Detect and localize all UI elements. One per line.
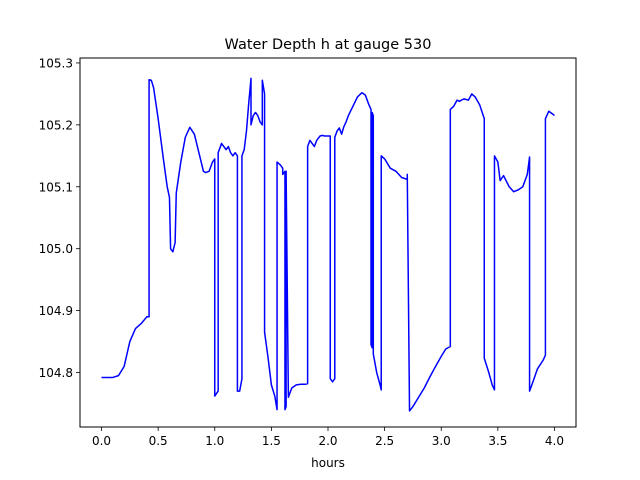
y-tick-label: 105.1	[39, 180, 73, 194]
x-tick-label: 1.5	[262, 434, 281, 448]
x-tick-label: 2.0	[318, 434, 337, 448]
y-axis-ticks: 104.8 104.9 105.0 105.1 105.2 105.3	[39, 56, 80, 380]
y-tick-label: 105.2	[39, 118, 73, 132]
x-axis-ticks: 0.0 0.5 1.0 1.5 2.0 2.5 3.0 3.5 4.0	[92, 427, 564, 448]
x-tick-label: 3.5	[488, 434, 507, 448]
chart-title: Water Depth h at gauge 530	[225, 37, 432, 53]
plot-area-series-layer	[101, 77, 555, 412]
x-tick-label: 1.0	[205, 434, 224, 448]
series-line-0	[101, 77, 555, 412]
y-tick-label: 104.8	[39, 366, 73, 380]
x-tick-label: 2.5	[375, 434, 394, 448]
x-tick-label: 4.0	[545, 434, 564, 448]
x-axis-label: hours	[311, 456, 345, 470]
x-tick-label: 3.0	[432, 434, 451, 448]
y-tick-label: 105.0	[39, 242, 73, 256]
y-tick-label: 105.3	[39, 56, 73, 70]
x-tick-label: 0.0	[92, 434, 111, 448]
x-tick-label: 0.5	[149, 434, 168, 448]
y-tick-label: 104.9	[39, 304, 73, 318]
